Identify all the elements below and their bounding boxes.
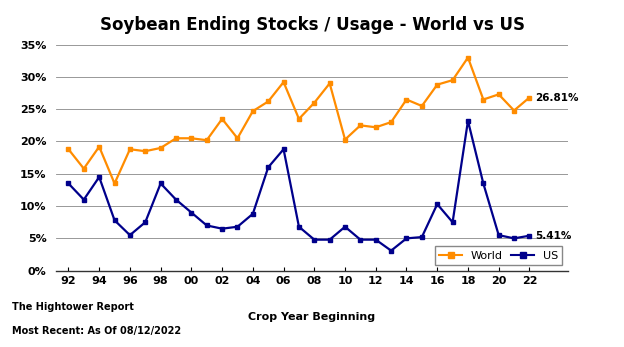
- Text: The Hightower Report: The Hightower Report: [12, 302, 134, 312]
- World: [172, 136, 180, 140]
- US: [188, 210, 195, 214]
- US: [65, 181, 72, 186]
- US: [295, 225, 303, 229]
- World: [65, 147, 72, 151]
- US: [402, 236, 410, 240]
- World: [357, 123, 364, 127]
- World: [434, 83, 441, 87]
- US: [280, 147, 287, 151]
- US: [157, 181, 164, 186]
- US: [357, 238, 364, 242]
- US: [249, 212, 256, 216]
- World: [157, 146, 164, 150]
- World: [218, 117, 226, 121]
- World: [280, 80, 287, 84]
- Title: Soybean Ending Stocks / Usage - World vs US: Soybean Ending Stocks / Usage - World vs…: [99, 16, 525, 34]
- US: [388, 248, 395, 253]
- World: [203, 138, 210, 142]
- World: [388, 120, 395, 124]
- US: [495, 233, 502, 237]
- World: [188, 136, 195, 140]
- US: [142, 220, 149, 224]
- US: [80, 197, 87, 202]
- US: [418, 235, 426, 239]
- World: [111, 181, 119, 186]
- World: [418, 104, 426, 108]
- Text: Most Recent: As Of 08/12/2022: Most Recent: As Of 08/12/2022: [12, 326, 182, 336]
- Text: 5.41%: 5.41%: [535, 231, 572, 241]
- World: [510, 108, 518, 112]
- US: [480, 181, 487, 186]
- World: [480, 98, 487, 102]
- World: [249, 109, 256, 113]
- World: [295, 117, 303, 121]
- Text: Crop Year Beginning: Crop Year Beginning: [248, 312, 376, 322]
- US: [434, 202, 441, 206]
- US: [234, 225, 241, 229]
- US: [218, 227, 226, 231]
- World: [326, 81, 333, 85]
- World: [402, 98, 410, 102]
- World: [495, 92, 502, 96]
- US: [311, 238, 318, 242]
- US: [203, 223, 210, 228]
- World: [265, 99, 272, 103]
- Line: World: World: [66, 55, 532, 186]
- World: [464, 56, 472, 60]
- US: [372, 238, 379, 242]
- US: [525, 234, 533, 238]
- World: [95, 145, 103, 149]
- World: [234, 136, 241, 140]
- US: [111, 218, 119, 222]
- World: [80, 167, 87, 171]
- World: [142, 149, 149, 153]
- US: [326, 238, 333, 242]
- US: [126, 233, 134, 237]
- World: [372, 125, 379, 129]
- Line: US: US: [66, 119, 532, 253]
- World: [311, 101, 318, 105]
- US: [510, 236, 518, 240]
- World: [341, 137, 349, 142]
- US: [172, 197, 180, 202]
- US: [464, 119, 472, 123]
- World: [449, 78, 456, 82]
- US: [95, 175, 103, 179]
- US: [449, 220, 456, 224]
- World: [525, 95, 533, 100]
- US: [265, 165, 272, 169]
- US: [341, 225, 349, 229]
- World: [126, 147, 134, 151]
- Legend: World, US: World, US: [435, 246, 562, 265]
- Text: 26.81%: 26.81%: [535, 93, 579, 102]
